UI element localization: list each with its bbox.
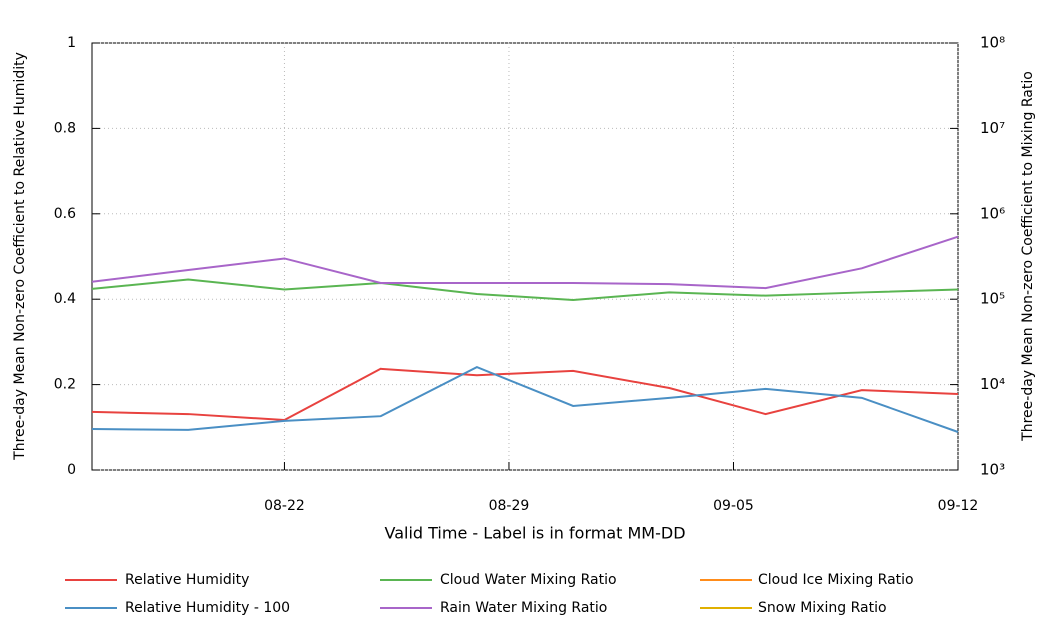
legend-label: Snow Mixing Ratio [758, 600, 887, 616]
legend-label: Relative Humidity [125, 572, 249, 588]
legend-label: Cloud Water Mixing Ratio [440, 572, 617, 588]
y-tick-label: 0.2 [54, 377, 76, 393]
x-tick-label: 09-12 [938, 498, 979, 514]
y-tick-label: 0.6 [54, 206, 76, 222]
plot-frame [91, 42, 959, 471]
y2-tick-label: 10⁶ [980, 204, 1005, 222]
y2-tick-label: 10⁵ [980, 290, 1005, 308]
y-axis-label: Three-day Mean Non-zero Coefficient to R… [12, 52, 28, 461]
y2-axis-label: Three-day Mean Non-zero Coefficient to M… [1020, 71, 1036, 442]
legend-label: Relative Humidity - 100 [125, 600, 290, 616]
y-tick-label: 1 [67, 35, 76, 51]
series-line [91, 365, 959, 433]
y2-tick-label: 10³ [980, 461, 1005, 479]
y2-tick-label: 10⁴ [980, 375, 1005, 393]
legend-label: Rain Water Mixing Ratio [440, 600, 607, 616]
y2-tick-label: 10⁷ [980, 119, 1005, 137]
y-tick-label: 0 [67, 462, 76, 478]
y-tick-label: 0.4 [54, 291, 76, 307]
series-line [91, 278, 959, 301]
y2-tick-label: 10⁸ [980, 34, 1005, 52]
series-line [91, 235, 959, 290]
x-tick-label: 08-22 [264, 498, 305, 514]
x-tick-label: 09-05 [713, 498, 754, 514]
y-tick-label: 0.8 [54, 120, 76, 136]
legend-label: Cloud Ice Mixing Ratio [758, 572, 914, 588]
series-line [91, 367, 959, 422]
x-axis-label: Valid Time - Label is in format MM-DD [384, 524, 685, 543]
x-tick-label: 08-29 [489, 498, 530, 514]
